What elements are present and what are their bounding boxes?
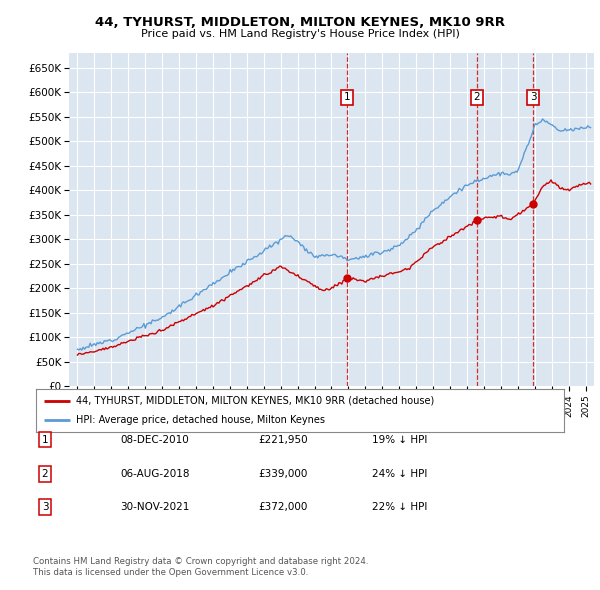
Text: 44, TYHURST, MIDDLETON, MILTON KEYNES, MK10 9RR (detached house): 44, TYHURST, MIDDLETON, MILTON KEYNES, M… (76, 396, 434, 406)
Text: This data is licensed under the Open Government Licence v3.0.: This data is licensed under the Open Gov… (33, 568, 308, 577)
Text: 22% ↓ HPI: 22% ↓ HPI (372, 503, 427, 512)
Text: £221,950: £221,950 (258, 435, 308, 444)
Text: Contains HM Land Registry data © Crown copyright and database right 2024.: Contains HM Land Registry data © Crown c… (33, 557, 368, 566)
Text: 1: 1 (344, 92, 350, 102)
Text: 2: 2 (41, 469, 49, 478)
Text: £339,000: £339,000 (258, 469, 307, 478)
Text: 06-AUG-2018: 06-AUG-2018 (120, 469, 190, 478)
Text: Price paid vs. HM Land Registry's House Price Index (HPI): Price paid vs. HM Land Registry's House … (140, 30, 460, 39)
Text: 2: 2 (473, 92, 480, 102)
Text: 44, TYHURST, MIDDLETON, MILTON KEYNES, MK10 9RR: 44, TYHURST, MIDDLETON, MILTON KEYNES, M… (95, 16, 505, 29)
Text: £372,000: £372,000 (258, 503, 307, 512)
Text: 3: 3 (530, 92, 536, 102)
Text: 3: 3 (41, 503, 49, 512)
Text: 24% ↓ HPI: 24% ↓ HPI (372, 469, 427, 478)
Text: 08-DEC-2010: 08-DEC-2010 (120, 435, 189, 444)
Text: 1: 1 (41, 435, 49, 444)
Text: HPI: Average price, detached house, Milton Keynes: HPI: Average price, detached house, Milt… (76, 415, 325, 425)
Text: 30-NOV-2021: 30-NOV-2021 (120, 503, 190, 512)
Text: 19% ↓ HPI: 19% ↓ HPI (372, 435, 427, 444)
